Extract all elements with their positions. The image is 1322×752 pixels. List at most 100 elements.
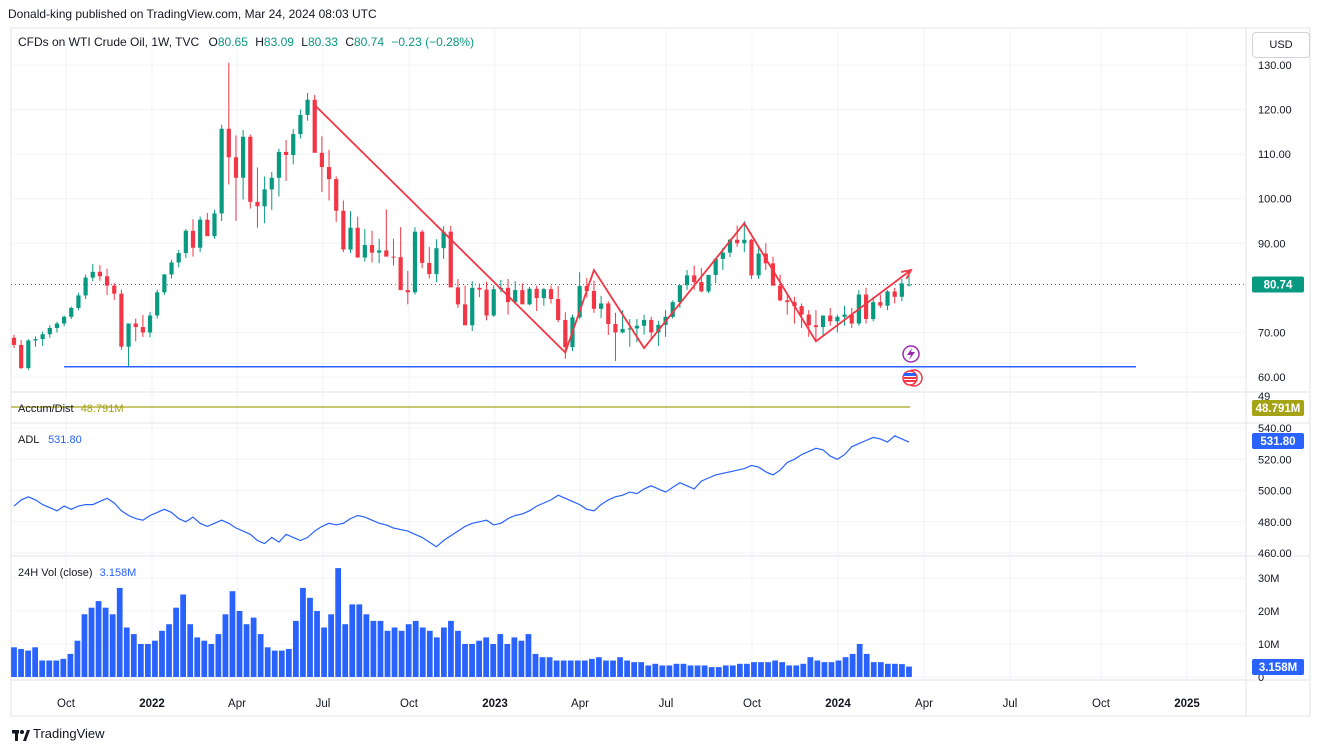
volume-bar xyxy=(433,637,440,677)
candle-body xyxy=(462,304,468,326)
volume-bar xyxy=(744,663,750,677)
x-tick-label: Oct xyxy=(400,698,419,710)
volume-bar xyxy=(870,662,877,677)
volume-bar xyxy=(243,624,250,677)
zigzag-drawing xyxy=(314,104,912,355)
volume-bar xyxy=(441,627,447,677)
candle-body xyxy=(885,291,890,306)
volume-bar xyxy=(476,640,482,677)
volume-bar xyxy=(828,662,835,677)
volume-tick-label: 30M xyxy=(1258,573,1279,585)
x-tick-label: Jul xyxy=(659,698,674,710)
volume-bar xyxy=(835,660,842,677)
volume-bar xyxy=(159,630,165,677)
candle-body xyxy=(305,99,310,115)
candle-body xyxy=(377,250,382,253)
volume-bar xyxy=(264,647,271,677)
x-tick-label: Apr xyxy=(228,698,246,710)
volume-bar xyxy=(398,630,405,677)
volume-tick-label: 0 xyxy=(1258,672,1264,684)
volume-bar xyxy=(102,607,109,677)
volume-bar xyxy=(588,658,595,677)
candle-body xyxy=(162,274,167,293)
candle-body xyxy=(104,276,110,286)
volume-bar xyxy=(201,640,208,677)
x-tick-label: 2025 xyxy=(1174,698,1200,710)
x-tick-label: 2023 xyxy=(482,698,508,710)
volume-bar xyxy=(236,611,243,677)
volume-bar xyxy=(74,640,81,677)
flag-stripe xyxy=(904,373,916,376)
volume-bar xyxy=(652,663,659,677)
volume-bar xyxy=(504,644,511,677)
volume-bar xyxy=(892,663,898,677)
candle-body xyxy=(563,319,568,348)
currency-button[interactable]: USD xyxy=(1252,32,1310,58)
candle-body xyxy=(19,344,24,369)
volume-bar xyxy=(250,617,257,677)
candle-body xyxy=(599,303,604,309)
adl-badge xyxy=(1252,433,1304,449)
candle-body xyxy=(140,327,145,333)
candle-body xyxy=(69,307,74,317)
candle-body xyxy=(477,287,482,290)
candle-body xyxy=(577,286,582,318)
volume-bar xyxy=(610,660,616,677)
x-tick-label: Jul xyxy=(1003,698,1018,710)
candle-body xyxy=(606,303,611,324)
candle-body xyxy=(692,275,697,283)
volume-bar xyxy=(469,644,475,677)
volume-bar xyxy=(694,665,701,677)
volume-bar xyxy=(638,662,645,677)
price-badge-text: 80.74 xyxy=(1264,280,1293,292)
candle-body xyxy=(90,271,95,278)
volume-bar xyxy=(208,644,215,677)
candle-body xyxy=(269,177,274,190)
accum-value: 48.791M xyxy=(81,403,124,415)
candle-body xyxy=(899,283,904,297)
volume-bar xyxy=(342,624,349,677)
candle-body xyxy=(319,152,324,168)
candle-body xyxy=(26,340,31,369)
volume-bar xyxy=(807,657,814,677)
volume-bar xyxy=(856,644,863,677)
volume-bar xyxy=(356,604,363,677)
candle-body xyxy=(470,287,475,326)
price-tick-label: 110.00 xyxy=(1258,149,1291,161)
candle-body xyxy=(756,253,761,276)
candle-body xyxy=(434,248,439,275)
volume-bar xyxy=(271,650,278,677)
candle-body xyxy=(878,302,883,306)
volume-bar xyxy=(701,665,708,677)
candle-body xyxy=(205,219,210,237)
price-badge xyxy=(1252,276,1304,293)
volume-bar xyxy=(581,660,588,677)
volume-bar xyxy=(370,620,377,677)
volume-bar xyxy=(307,597,313,677)
price-tick-label: 130.00 xyxy=(1258,60,1292,72)
volume-bar xyxy=(680,663,687,677)
volume-bar xyxy=(391,627,398,677)
x-tick-label: 2024 xyxy=(825,698,851,710)
candle-body xyxy=(677,285,682,303)
accum-name: Accum/Dist xyxy=(18,403,74,415)
x-tick-label: 2022 xyxy=(139,698,165,710)
arrow-head xyxy=(901,268,913,280)
volume-bar xyxy=(786,665,793,677)
candle-body xyxy=(283,151,289,156)
volume-bar xyxy=(511,637,518,677)
volume-bar xyxy=(335,568,342,677)
volume-bar xyxy=(53,660,60,677)
volume-bar xyxy=(567,660,574,677)
volume-bar xyxy=(906,666,912,677)
candle-body xyxy=(276,151,282,178)
price-tick-label: 90.00 xyxy=(1258,238,1286,250)
volume-bar xyxy=(412,620,419,677)
adl-tick-label: 540.00 xyxy=(1258,423,1292,435)
x-tick-label: Oct xyxy=(743,698,762,710)
candle-body xyxy=(341,210,346,250)
volume-badge-text: 3.158M xyxy=(1259,662,1297,674)
candle-body xyxy=(83,277,88,296)
volume-bar xyxy=(617,657,623,677)
